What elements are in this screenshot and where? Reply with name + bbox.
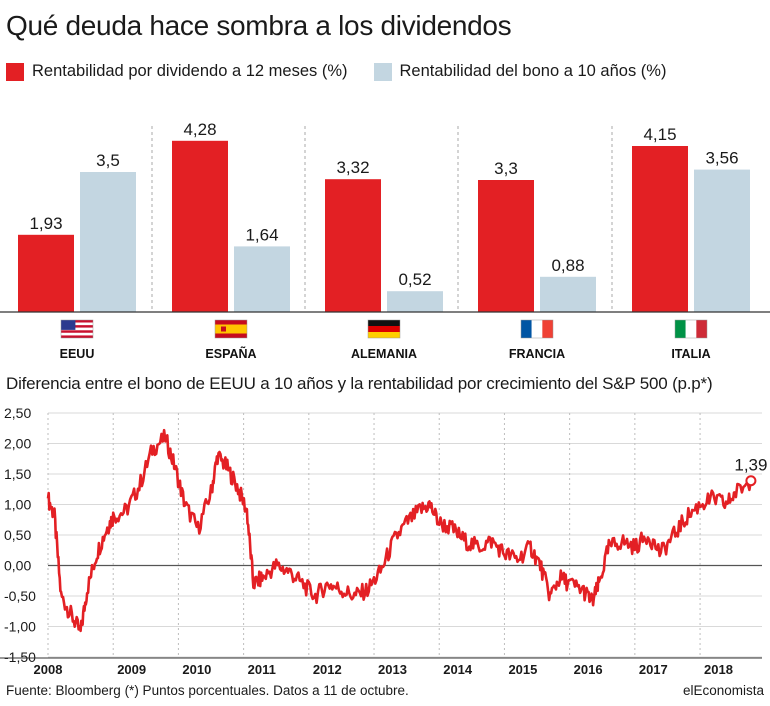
y-tick-label: -1,00 (4, 619, 36, 635)
chart-title: Qué deuda hace sombra a los dividendos (6, 10, 512, 41)
x-tick-label: 2014 (443, 662, 473, 677)
brand-logo: elEconomista (682, 683, 764, 698)
data-label: 1,93 (29, 214, 62, 233)
data-label: 3,56 (705, 149, 738, 168)
legend-item-dividend: Rentabilidad por dividendo a 12 meses (%… (6, 62, 348, 81)
data-label: 1,64 (245, 225, 278, 244)
data-label: 4,15 (643, 125, 676, 144)
bar-francia-bond (540, 276, 596, 312)
data-label: 0,88 (551, 256, 584, 275)
x-tick-label: 2018 (704, 662, 733, 677)
bar-italia-dividend (632, 146, 688, 312)
x-tick-label: 2013 (378, 662, 407, 677)
country-label: ALEMANIA (351, 347, 417, 361)
x-tick-label: 2011 (248, 662, 276, 677)
bar-eeuu-bond (80, 172, 136, 312)
legend-swatch-bond (373, 62, 392, 81)
us-flag-icon (60, 319, 94, 339)
y-tick-label: 1,00 (4, 497, 31, 513)
y-tick-label: 0,50 (4, 527, 31, 543)
country-label: ITALIA (671, 347, 710, 361)
x-tick-label: 2010 (182, 662, 211, 677)
x-tick-label: 2017 (639, 662, 668, 677)
bar-eeuu-dividend (18, 234, 74, 312)
last-value-label: 1,39 (734, 456, 767, 475)
source-note: Fuente: Bloomberg (*) Puntos porcentuale… (6, 683, 409, 698)
y-tick-label: 2,00 (4, 436, 31, 452)
bar-italia-bond (694, 169, 750, 312)
x-tick-label: 2016 (574, 662, 603, 677)
italy-flag-icon (674, 319, 708, 339)
y-tick-label: -0,50 (4, 588, 36, 604)
line-chart-title: Diferencia entre el bono de EEUU a 10 añ… (6, 374, 713, 393)
country-label: EEUU (60, 347, 95, 361)
data-label: 3,3 (494, 159, 518, 178)
x-tick-label: 2009 (117, 662, 146, 677)
bar-alemania-dividend (325, 179, 381, 312)
y-tick-label: 0,00 (4, 558, 31, 574)
data-label: 4,28 (183, 120, 216, 139)
y-tick-label: 1,50 (4, 466, 31, 482)
bar-chart: 1,93 3,5 EEUU 4,28 1,64 ESPAÑA 3,32 0,52 ALEMANI… (0, 120, 770, 361)
bar-alemania-bond (387, 291, 443, 312)
legend-label-dividend: Rentabilidad por dividendo a 12 meses (%… (32, 62, 348, 80)
y-tick-label: -1,50 (4, 649, 36, 665)
x-tick-label: 2008 (34, 662, 63, 677)
country-label: ESPAÑA (205, 346, 256, 361)
bar-españa-dividend (172, 140, 228, 312)
last-value-marker (745, 475, 757, 487)
legend: Rentabilidad por dividendo a 12 meses (%… (6, 62, 692, 81)
legend-label-bond: Rentabilidad del bono a 10 años (%) (399, 62, 667, 80)
france-flag-icon (520, 319, 554, 339)
data-label: 3,32 (336, 158, 369, 177)
data-label: 3,5 (96, 151, 120, 170)
line-chart: 2,502,001,501,000,500,00-0,50-1,00-1,502… (0, 405, 767, 677)
legend-item-bond: Rentabilidad del bono a 10 años (%) (373, 62, 667, 81)
bar-españa-bond (234, 246, 290, 312)
spread-line (46, 428, 753, 633)
y-tick-label: 2,50 (4, 405, 31, 421)
x-tick-label: 2015 (508, 662, 537, 677)
spain-flag-icon (214, 319, 248, 339)
x-tick-label: 2012 (313, 662, 342, 677)
data-label: 0,52 (398, 270, 431, 289)
germany-flag-icon (367, 319, 401, 339)
country-label: FRANCIA (509, 347, 565, 361)
bar-francia-dividend (478, 180, 534, 312)
legend-swatch-dividend (6, 62, 24, 81)
